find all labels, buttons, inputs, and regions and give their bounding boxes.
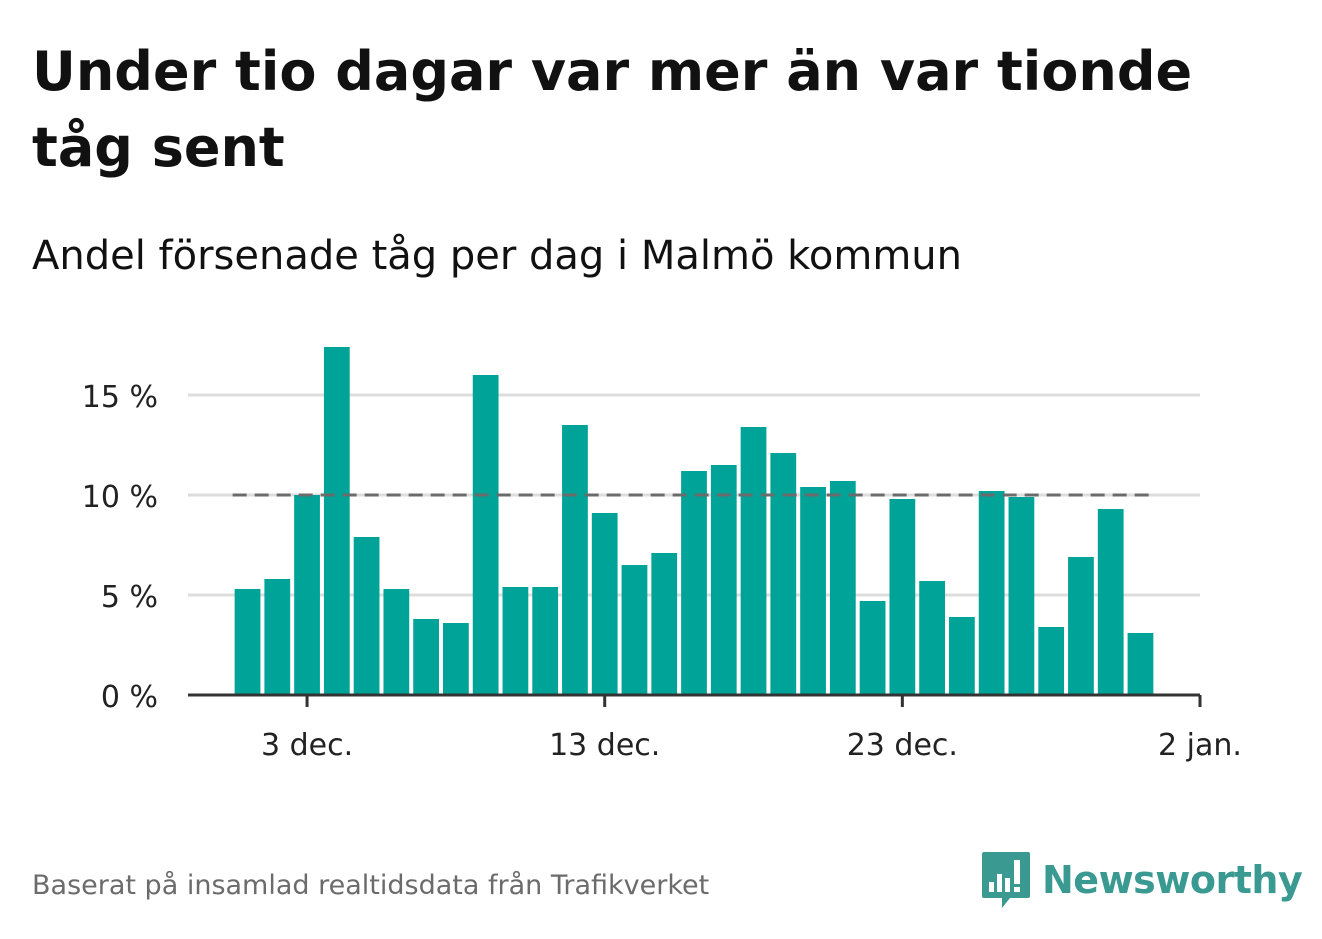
bar <box>502 587 529 695</box>
bar <box>710 465 737 695</box>
bar <box>294 495 320 695</box>
bar <box>621 565 648 695</box>
bar <box>740 427 767 695</box>
bar <box>383 589 410 695</box>
bar <box>234 589 261 695</box>
bar <box>1127 633 1154 695</box>
bar <box>562 425 588 695</box>
chart-title: Under tio dagar var mer än var tionde tå… <box>32 40 1193 179</box>
bar <box>889 499 916 695</box>
brand-name: Newsworthy <box>1042 858 1303 902</box>
bar <box>859 601 886 695</box>
y-tick-label: 10 % <box>82 480 158 515</box>
bar <box>1068 557 1094 695</box>
bar <box>800 487 826 695</box>
bar <box>919 581 945 695</box>
source-note: Baserat på insamlad realtidsdata från Tr… <box>32 870 710 901</box>
x-tick-label: 2 jan. <box>1158 728 1242 763</box>
bar <box>472 375 499 695</box>
bar <box>443 623 469 695</box>
bar <box>651 553 678 695</box>
bar <box>829 481 856 695</box>
bar <box>1097 509 1124 695</box>
bar <box>770 453 797 695</box>
y-tick-label: 5 % <box>101 580 158 615</box>
bar-chart-logo-icon <box>982 852 1030 908</box>
bar <box>413 619 439 695</box>
bar <box>532 587 559 695</box>
bar <box>591 513 618 695</box>
x-tick-label: 23 dec. <box>847 728 958 763</box>
bar <box>1008 497 1035 695</box>
bar <box>978 491 1005 695</box>
x-tick-label: 3 dec. <box>261 728 353 763</box>
bar <box>1038 627 1065 695</box>
y-tick-label: 15 % <box>82 380 158 415</box>
y-tick-label: 0 % <box>101 680 158 715</box>
x-tick-label: 13 dec. <box>549 728 660 763</box>
bar <box>949 617 975 695</box>
bar <box>353 537 380 695</box>
newsworthy-logo: Newsworthy <box>980 850 1303 910</box>
bar <box>681 471 707 695</box>
bar <box>264 579 291 695</box>
chart-subtitle: Andel försenade tåg per dag i Malmö komm… <box>32 233 962 279</box>
bar <box>323 347 350 695</box>
